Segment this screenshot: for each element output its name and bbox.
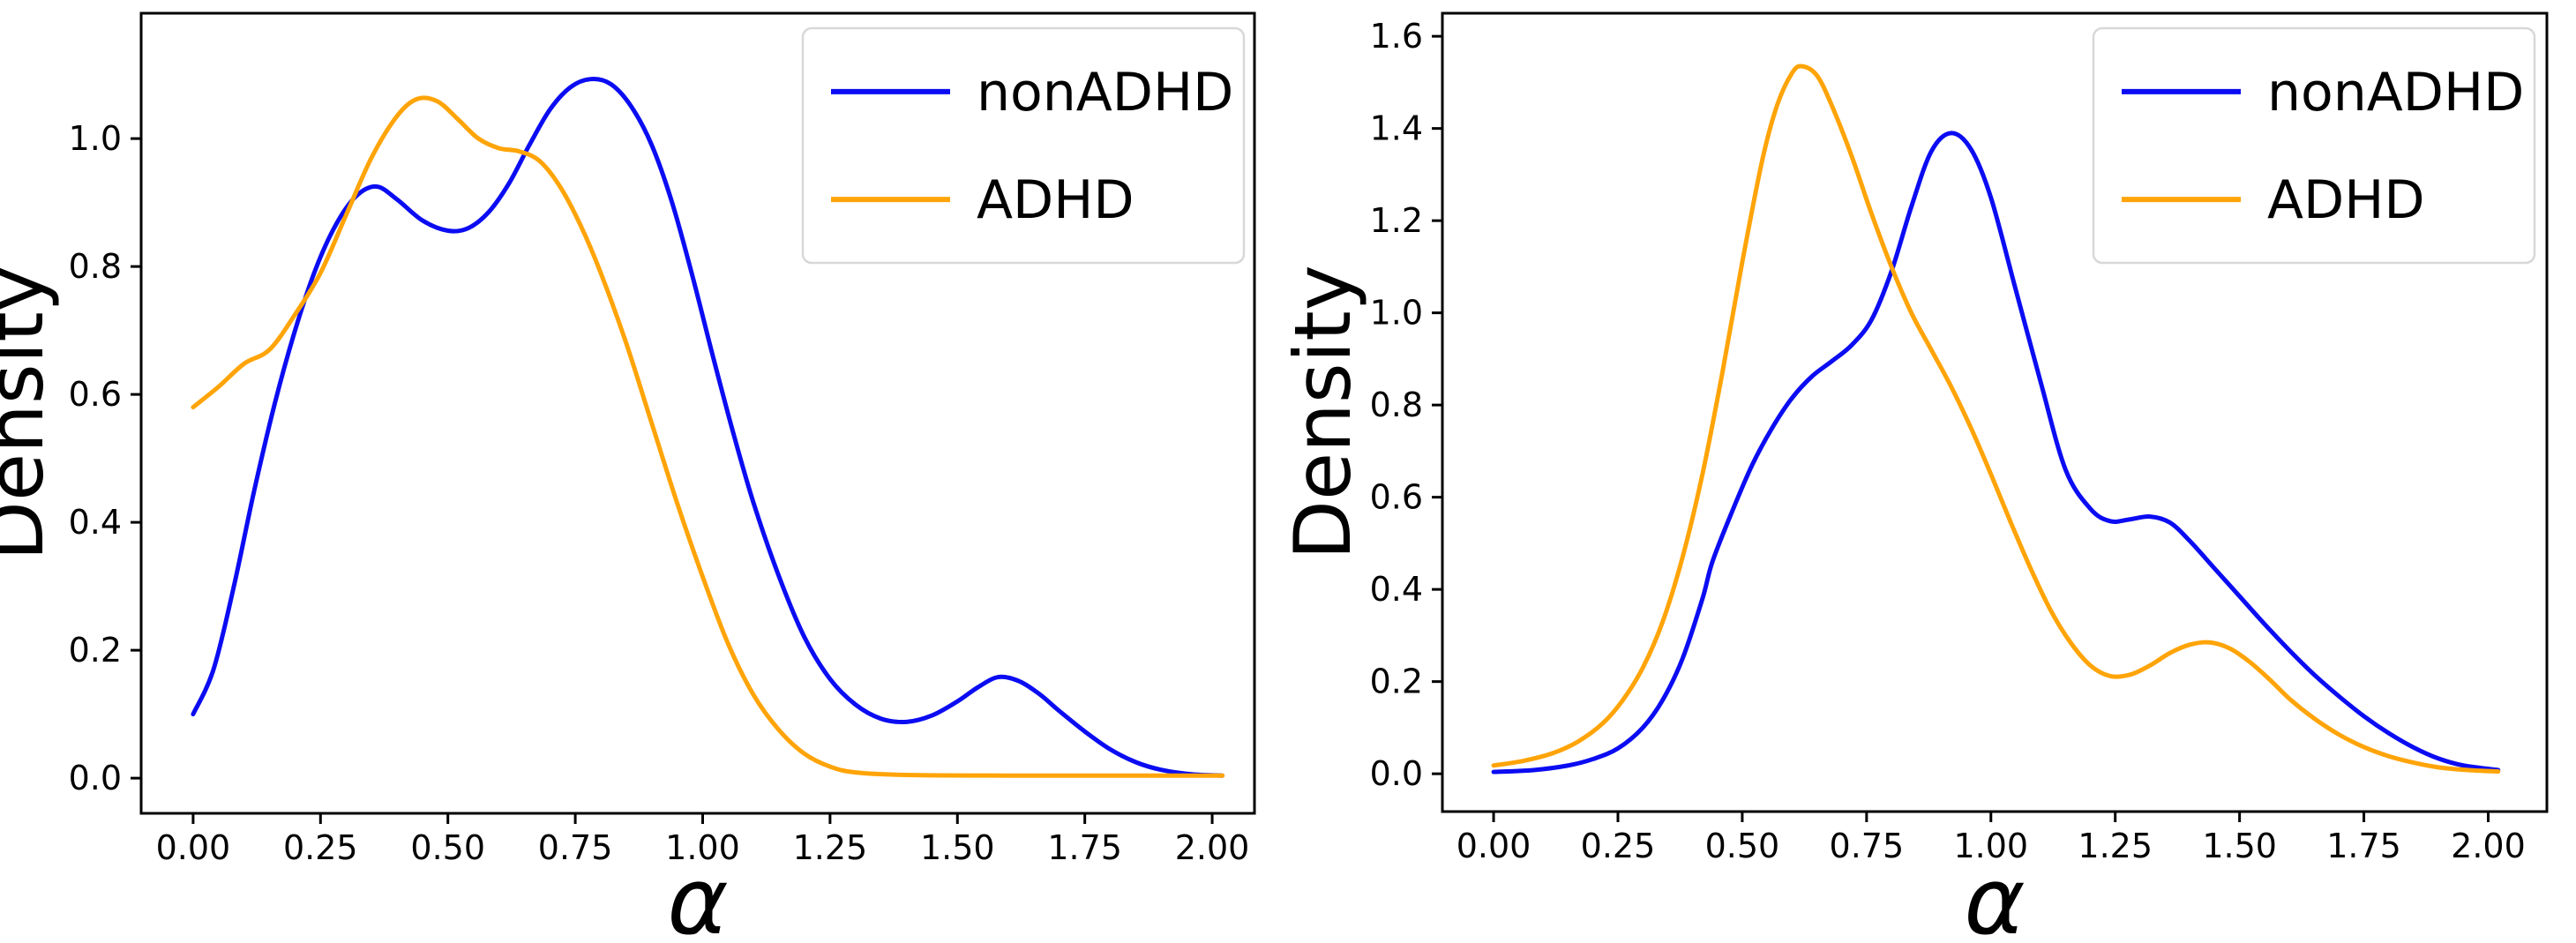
y-tick-label: 0.4: [69, 503, 122, 542]
kde-curve-nonadhd: [191, 77, 1225, 778]
y-tick-label: 0.2: [1370, 662, 1423, 701]
legend-label: nonADHD: [977, 62, 1233, 123]
x-tick-label: 0.50: [410, 828, 485, 867]
y-tick-label: 0.8: [1370, 385, 1423, 424]
legend-label: ADHD: [977, 169, 1134, 231]
legend-label: nonADHD: [2267, 62, 2524, 123]
x-tick-label: 1.25: [2078, 827, 2153, 865]
x-tick-label: 1.00: [1953, 827, 2028, 865]
x-tick-label: 1.25: [793, 828, 868, 867]
x-tick-label: 0.00: [156, 828, 231, 867]
y-tick-label: 0.8: [69, 247, 122, 286]
kde-curve-adhd: [191, 95, 1225, 778]
y-axis-label: Density: [1288, 265, 1368, 560]
x-tick-label: 0.25: [283, 828, 358, 867]
x-tick-label: 0.75: [538, 828, 613, 867]
x-tick-label: 1.75: [1047, 828, 1122, 867]
x-tick-label: 0.50: [1705, 827, 1780, 865]
y-tick-label: 0.0: [69, 759, 122, 797]
y-tick-label: 0.6: [69, 375, 122, 414]
kde-curve-nonadhd: [1491, 131, 2501, 775]
axes-spines: [1441, 11, 2549, 813]
x-tick-label: 1.50: [2202, 827, 2277, 865]
legend-label: ADHD: [2267, 169, 2425, 231]
y-tick-label: 0.0: [1370, 754, 1423, 793]
legend-box: [801, 26, 1246, 265]
x-tick-label: 1.75: [2326, 827, 2401, 865]
x-tick-label: 2.00: [2451, 827, 2526, 865]
x-tick-label: 0.75: [1830, 827, 1905, 865]
x-axis-label-alpha: α: [1964, 848, 2025, 943]
x-tick-label: 0.00: [1456, 827, 1531, 865]
y-tick-label: 0.2: [69, 631, 122, 670]
y-tick-label: 1.0: [69, 119, 122, 158]
x-tick-label: 1.50: [920, 828, 995, 867]
x-tick-label: 0.25: [1581, 827, 1656, 865]
x-tick-label: 1.00: [665, 828, 740, 867]
x-tick-label: 2.00: [1175, 828, 1250, 867]
y-tick-label: 1.6: [1370, 17, 1423, 56]
x-axis-label-alpha: α: [667, 848, 728, 943]
axes-spines: [139, 11, 1256, 815]
subplot-right-density-alpha: 0.00 0.25 0.50 0.75 1.00 1.25 1.50 1.75 2.00 0.0 0…: [1288, 11, 2549, 943]
subplot-left-density-alpha: 0.00 0.25 0.50 0.75 1.00 1.25 1.50 1.75 2.00 0.0 0…: [0, 11, 1256, 943]
legend: nonADHD ADHD: [2092, 26, 2536, 265]
kde-curve-adhd: [1491, 64, 2501, 775]
legend: nonADHD ADHD: [801, 26, 1246, 265]
y-tick-label: 1.2: [1370, 201, 1423, 240]
y-axis-label: Density: [0, 266, 61, 561]
y-tick-label: 0.4: [1370, 570, 1423, 609]
y-tick-label: 1.4: [1370, 109, 1423, 148]
legend-box: [2092, 26, 2536, 265]
y-tick-label: 0.6: [1370, 478, 1423, 517]
y-tick-label: 1.0: [1370, 294, 1423, 333]
